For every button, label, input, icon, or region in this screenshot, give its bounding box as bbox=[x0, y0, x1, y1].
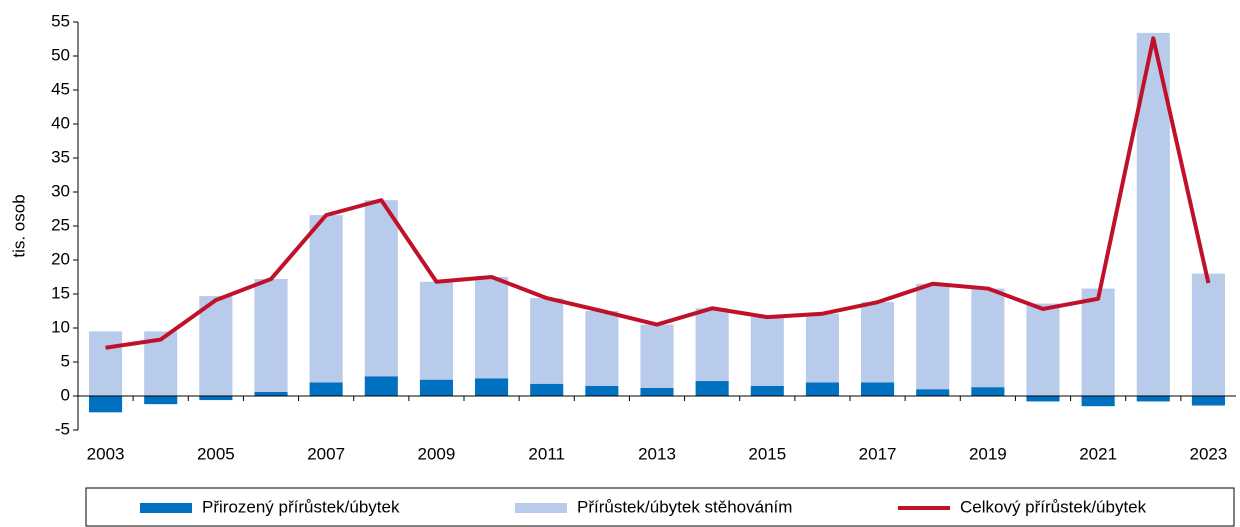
bar bbox=[309, 382, 343, 396]
y-tick-label: -5 bbox=[55, 419, 70, 438]
legend-swatch bbox=[140, 503, 192, 513]
bar bbox=[1191, 273, 1225, 396]
bar bbox=[695, 308, 729, 382]
x-tick-label: 2017 bbox=[859, 444, 897, 463]
bar bbox=[309, 215, 343, 383]
bar bbox=[695, 381, 729, 396]
bar bbox=[1026, 396, 1060, 402]
bar bbox=[805, 313, 839, 383]
bar bbox=[805, 382, 839, 396]
bar bbox=[640, 387, 674, 396]
x-tick-label: 2011 bbox=[528, 444, 565, 463]
bar bbox=[199, 296, 233, 396]
y-tick-label: 25 bbox=[51, 215, 70, 234]
bar bbox=[916, 283, 950, 390]
bar bbox=[530, 383, 564, 396]
bar bbox=[1081, 288, 1115, 396]
bar bbox=[254, 391, 288, 396]
bar bbox=[1191, 396, 1225, 406]
bar bbox=[419, 281, 453, 380]
bar bbox=[750, 317, 784, 386]
bar bbox=[199, 396, 233, 401]
x-tick-label: 2005 bbox=[197, 444, 235, 463]
legend-box bbox=[85, 487, 1235, 527]
bar bbox=[971, 288, 1005, 388]
bar bbox=[364, 376, 398, 396]
y-tick-label: 5 bbox=[61, 351, 70, 370]
legend-label: Celkový přírůstek/úbytek bbox=[960, 497, 1147, 516]
bar bbox=[750, 385, 784, 396]
x-tick-label: 2023 bbox=[1190, 444, 1228, 463]
x-tick-label: 2007 bbox=[307, 444, 345, 463]
bar bbox=[1081, 396, 1115, 407]
y-tick-label: 55 bbox=[51, 11, 70, 30]
x-tick-label: 2013 bbox=[638, 444, 676, 463]
bar bbox=[971, 387, 1005, 396]
y-tick-label: 45 bbox=[51, 79, 70, 98]
x-tick-label: 2009 bbox=[418, 444, 456, 463]
bar bbox=[1026, 303, 1060, 396]
y-tick-label: 40 bbox=[51, 113, 70, 132]
bar bbox=[254, 279, 288, 392]
x-tick-label: 2019 bbox=[969, 444, 1007, 463]
line bbox=[105, 36, 1211, 350]
legend-label: Přirozený přírůstek/úbytek bbox=[202, 497, 400, 516]
y-tick-label: 50 bbox=[51, 45, 70, 64]
bar bbox=[861, 382, 895, 396]
bar bbox=[475, 378, 509, 396]
legend-label: Přírůstek/úbytek stěhováním bbox=[577, 497, 792, 516]
bar bbox=[89, 396, 123, 413]
y-axis-label: tis. osob bbox=[9, 194, 28, 257]
x-tick-label: 2021 bbox=[1079, 444, 1117, 463]
y-tick-label: 15 bbox=[51, 283, 70, 302]
bar bbox=[916, 389, 950, 396]
bar bbox=[640, 324, 674, 388]
bar bbox=[585, 311, 619, 386]
y-tick-label: 20 bbox=[51, 249, 70, 268]
bar bbox=[585, 385, 619, 396]
bar bbox=[89, 331, 123, 396]
bar bbox=[475, 277, 509, 379]
x-tick-label: 2003 bbox=[87, 444, 125, 463]
bar bbox=[861, 302, 895, 383]
bar bbox=[1136, 396, 1170, 402]
y-tick-label: 10 bbox=[51, 317, 70, 336]
x-tick-label: 2015 bbox=[748, 444, 786, 463]
y-tick-label: 35 bbox=[51, 147, 70, 166]
y-tick-label: 0 bbox=[61, 385, 70, 404]
legend-swatch bbox=[515, 503, 567, 513]
y-tick-label: 30 bbox=[51, 181, 70, 200]
bar bbox=[530, 298, 564, 384]
bar bbox=[144, 396, 178, 405]
bar bbox=[419, 379, 453, 396]
bar bbox=[364, 200, 398, 377]
